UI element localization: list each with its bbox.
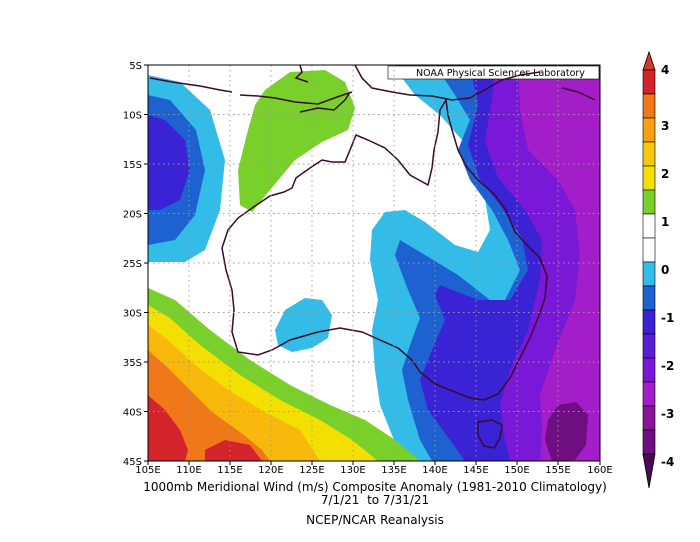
- lat-label: 5S: [129, 61, 142, 72]
- map-source: NCEP/NCAR Reanalysis: [306, 513, 444, 527]
- colorbar-seg-0a: [642, 213, 656, 239]
- latitude-labels: 5S 10S 15S 20S 25S 30S 35S 40S 45S: [123, 61, 142, 468]
- colorbar-seg-3: [642, 93, 656, 119]
- colorbar-seg-neg4: [642, 405, 656, 431]
- lat-label: 15S: [123, 160, 142, 171]
- colorbar-seg-neg3: [642, 357, 656, 383]
- anomaly-neg6-east: [545, 402, 588, 461]
- map-date-range: 7/1/21 to 7/31/21: [320, 493, 430, 507]
- colorbar-seg-3b: [642, 117, 656, 143]
- colorbar-seg-neg2: [642, 309, 656, 335]
- colorbar-seg-neg3b: [642, 381, 656, 407]
- colorbar-seg-0b: [642, 237, 656, 263]
- colorbar-seg-1: [642, 189, 656, 215]
- graticule: [148, 65, 600, 461]
- sulawesi-coastline: [294, 65, 309, 83]
- tasmania-coastline: [477, 419, 503, 449]
- lon-label: 130E: [340, 465, 365, 476]
- lat-label: 20S: [123, 210, 142, 221]
- lon-label: 115E: [217, 465, 242, 476]
- lon-label: 120E: [258, 465, 283, 476]
- lat-label: 40S: [123, 408, 142, 419]
- new-guinea-coastline: [354, 65, 541, 101]
- anomaly-neg3-west: [148, 115, 190, 210]
- lat-label: 10S: [123, 111, 142, 122]
- anomaly-neg1-inland: [275, 298, 332, 352]
- lon-label: 105E: [135, 465, 160, 476]
- lon-label: 145E: [463, 465, 488, 476]
- colorbar-seg-2: [642, 141, 656, 167]
- java-coastline: [149, 77, 233, 93]
- colorbar-seg-neg4b: [642, 429, 656, 455]
- lat-label: 30S: [123, 309, 142, 320]
- lat-label: 45S: [123, 457, 142, 468]
- colorbar-seg-2b: [642, 165, 656, 191]
- colorbar-label: -3: [661, 407, 674, 421]
- lon-label: 150E: [504, 465, 529, 476]
- colorbar-label: 4: [661, 63, 669, 77]
- anomaly-pos5-southwest-b: [205, 440, 262, 461]
- anomaly-pos1-north: [238, 70, 355, 212]
- colorbar-label: -4: [661, 455, 674, 469]
- colorbar-label: -1: [661, 311, 674, 325]
- colorbar-label: 3: [661, 119, 669, 133]
- map-title: 1000mb Meridional Wind (m/s) Composite A…: [143, 480, 607, 494]
- colorbar-label: 2: [661, 167, 669, 181]
- longitude-labels: 105E 110E 115E 120E 125E 130E 135E 140E …: [135, 465, 612, 476]
- lat-label: 35S: [123, 358, 142, 369]
- credit-box: [387, 65, 600, 80]
- nusa-tenggara-coastline: [239, 91, 353, 105]
- colorbar-label: 1: [661, 215, 669, 229]
- lon-label: 140E: [422, 465, 447, 476]
- map-plot-area: NOAA Physical Sciences Laboratory: [148, 65, 600, 461]
- lon-label: 135E: [381, 465, 406, 476]
- colorbar-label: -2: [661, 359, 674, 373]
- colorbar-seg-neg2b: [642, 333, 656, 359]
- timor-coastline: [299, 91, 351, 113]
- lon-label: 125E: [299, 465, 324, 476]
- colorbar-seg-4: [642, 69, 656, 95]
- credit-label: NOAA Physical Sciences Laboratory: [416, 68, 585, 79]
- axis-ticks: [144, 64, 601, 465]
- colorbar-seg-neg1: [642, 261, 656, 287]
- lon-label: 110E: [176, 465, 201, 476]
- coastlines: [149, 65, 596, 449]
- colorbar-top-arrow: [642, 50, 656, 71]
- lat-label: 25S: [123, 259, 142, 270]
- lon-label: 160E: [587, 465, 612, 476]
- lon-label: 155E: [545, 465, 570, 476]
- pacific-islands-coastline: [561, 87, 596, 101]
- australia-coastline: [221, 97, 548, 401]
- colorbar-seg-neg1b: [642, 285, 656, 311]
- colorbar-bottom-arrow: [642, 453, 656, 489]
- colorbar: 4 3 2 1 0 -1 -2 -3 -4: [642, 50, 674, 489]
- colorbar-label: 0: [661, 263, 669, 277]
